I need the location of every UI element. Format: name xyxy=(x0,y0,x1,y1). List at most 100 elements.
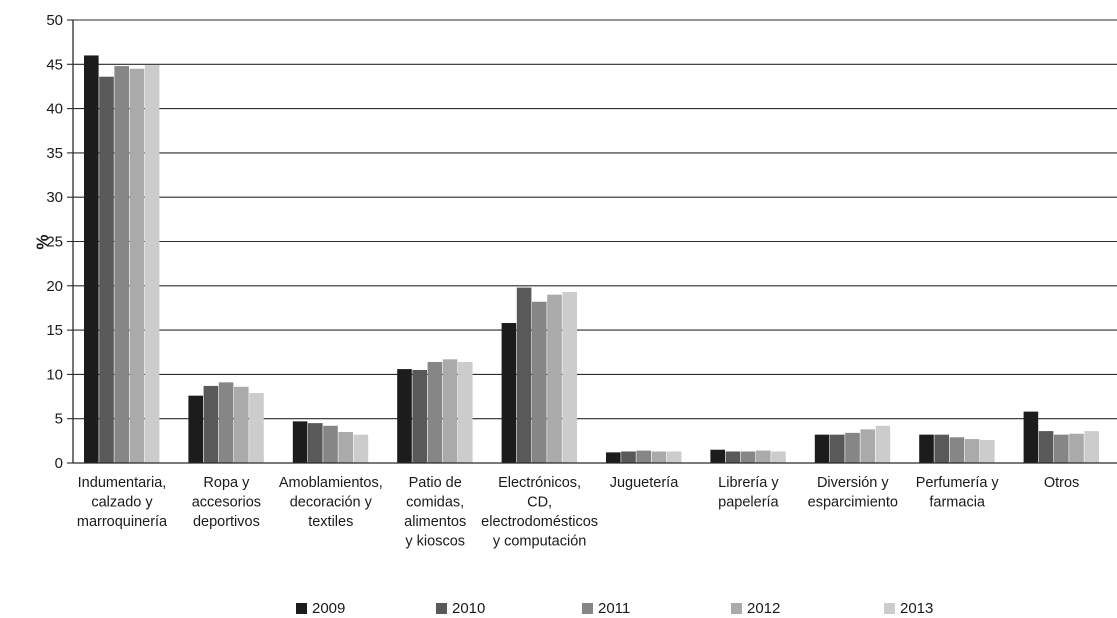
bar-2012 xyxy=(338,431,353,463)
bar-2013 xyxy=(771,451,786,463)
bar-2011 xyxy=(114,66,129,464)
category-label-line: y computación xyxy=(493,534,587,550)
category-label-line: comidas, xyxy=(406,495,464,511)
gridlines xyxy=(73,19,1117,420)
category-label-line: Ropa y xyxy=(203,475,250,491)
bar-2012 xyxy=(129,68,145,463)
bar-group xyxy=(814,425,891,463)
bar-2012 xyxy=(860,429,875,463)
category-label-line: decoración y xyxy=(290,495,373,511)
category-label: Electrónicos, CD, electrodomésticos y compu… xyxy=(481,475,598,550)
category-label-line: papelería xyxy=(718,495,779,511)
category-label-line: electrodomésticos xyxy=(481,514,598,530)
category-label-line: Otros xyxy=(1044,475,1079,491)
category-label-line: CD, xyxy=(527,495,552,511)
bar-2010 xyxy=(99,76,114,463)
bars xyxy=(84,55,1099,464)
legend-item-2009: 2009 xyxy=(296,598,345,618)
legend-item-2013: 2013 xyxy=(884,598,933,618)
category-label-line: esparcimiento xyxy=(808,495,898,511)
bar-2013 xyxy=(249,393,264,463)
bar-2011 xyxy=(845,432,860,463)
bar-2010 xyxy=(412,369,427,463)
bar-2011 xyxy=(1054,434,1069,463)
y-tick-label: 35 xyxy=(46,145,63,162)
legend: 2009 2010 2011 2012 2013 xyxy=(0,598,1117,618)
y-tick-label: 40 xyxy=(46,101,63,118)
legend-label: 2009 xyxy=(312,599,346,617)
category-label-line: farmacia xyxy=(929,495,986,511)
bar-2013 xyxy=(353,434,369,463)
y-axis-label: % xyxy=(33,234,52,249)
legend-swatch xyxy=(436,602,447,614)
bar-2013 xyxy=(875,425,891,463)
bar-chart: 0 5 10 15 20 25 30 35 40 45 50 Indumentaria, calzad… xyxy=(33,12,1117,550)
category-labels: Indumentaria, calzado y marroquinería Ropa … xyxy=(77,475,1079,550)
bar-2010 xyxy=(934,434,949,463)
bar-2010 xyxy=(203,385,219,463)
bar-2009 xyxy=(814,434,830,463)
bar-group xyxy=(606,450,682,463)
category-label-line: Librería y xyxy=(718,475,779,491)
category-label-line: Diversión y xyxy=(817,475,889,491)
bar-2012 xyxy=(964,439,980,463)
bar-2012 xyxy=(547,294,562,463)
bar-2011 xyxy=(949,437,965,463)
legend-swatch xyxy=(296,602,307,614)
bar-group xyxy=(292,421,369,463)
bar-group xyxy=(1023,411,1099,463)
category-label: Amoblamientos, decoración y textiles xyxy=(279,475,383,530)
legend-label: 2012 xyxy=(747,599,781,617)
bar-2009 xyxy=(292,421,308,463)
category-label-line: y kioscos xyxy=(405,534,465,550)
legend-label: 2010 xyxy=(452,599,486,617)
legend-item-2011: 2011 xyxy=(582,598,630,618)
category-label: Patio de comidas, alimentos y kioscos xyxy=(404,475,466,550)
bar-group xyxy=(501,287,577,463)
category-label-line: deportivos xyxy=(193,514,260,530)
y-tick-label: 10 xyxy=(46,366,63,383)
bar-2009 xyxy=(710,449,725,463)
category-label: Ropa y accesorios deportivos xyxy=(192,475,261,530)
bar-2010 xyxy=(621,451,636,463)
bar-2010 xyxy=(725,451,741,463)
category-label-line: calzado y xyxy=(91,495,153,511)
y-tick-label: 5 xyxy=(55,411,63,428)
y-tick-labels: 0 5 10 15 20 25 30 35 40 45 50 xyxy=(46,12,63,472)
bar-2010 xyxy=(516,287,532,463)
bar-2012 xyxy=(442,359,458,463)
y-tick-label: 15 xyxy=(46,322,63,339)
category-label: Perfumería y farmacia xyxy=(916,475,1000,511)
bar-group xyxy=(710,449,786,463)
bar-group xyxy=(188,382,264,463)
bar-2011 xyxy=(427,361,443,463)
category-label-line: Juguetería xyxy=(610,475,679,491)
category-label: Juguetería xyxy=(610,475,679,491)
bar-group xyxy=(397,359,473,463)
bar-2013 xyxy=(980,439,995,463)
legend-label: 2013 xyxy=(900,599,934,617)
category-label-line: Indumentaria, xyxy=(78,475,167,491)
bar-2009 xyxy=(188,395,203,463)
bar-group xyxy=(919,434,995,463)
bar-group xyxy=(84,55,160,464)
bar-2010 xyxy=(1038,431,1054,463)
bar-2009 xyxy=(397,369,412,463)
bar-2011 xyxy=(218,382,234,463)
bar-2011 xyxy=(323,425,338,463)
legend-swatch xyxy=(884,602,895,614)
bar-2013 xyxy=(458,361,473,463)
bar-2013 xyxy=(1084,431,1099,463)
bar-2012 xyxy=(756,450,771,463)
legend-item-2012: 2012 xyxy=(731,598,780,618)
bar-2012 xyxy=(234,386,249,463)
legend-swatch xyxy=(731,602,742,614)
category-label-line: Patio de xyxy=(409,475,462,491)
bar-2012 xyxy=(651,451,667,463)
category-label: Diversión y esparcimiento xyxy=(808,475,898,511)
category-label-line: Perfumería y xyxy=(916,475,1000,491)
y-tick-label: 45 xyxy=(46,56,63,73)
bar-2009 xyxy=(919,434,934,463)
bar-2009 xyxy=(84,55,99,463)
bar-2011 xyxy=(532,301,547,463)
